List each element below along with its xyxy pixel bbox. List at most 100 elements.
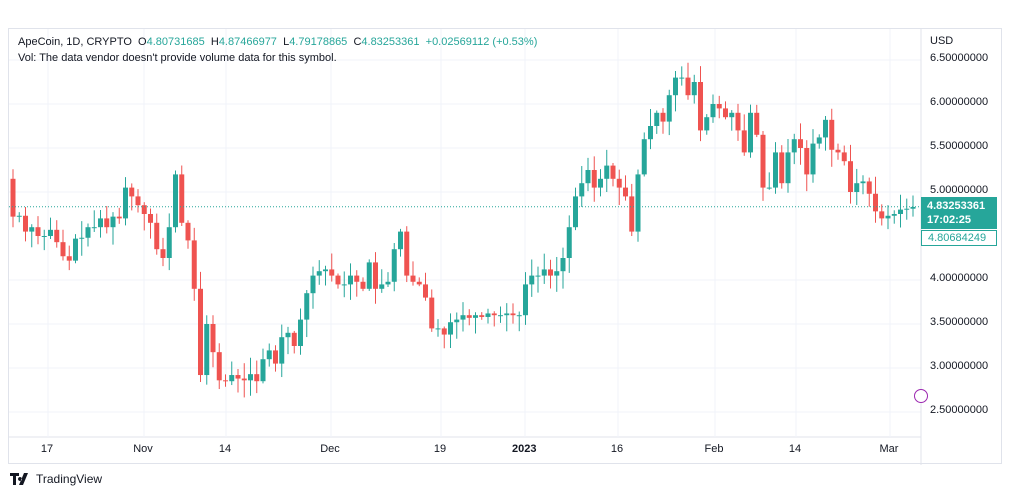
tradingview-logo-icon (10, 473, 28, 485)
candle-up (729, 112, 735, 118)
candle-down (235, 375, 241, 379)
candle-down (735, 112, 741, 131)
price-tick-label: 2.50000000 (930, 404, 989, 416)
candle-up (529, 275, 535, 285)
candle-up (285, 332, 291, 338)
candle-down (273, 350, 278, 364)
candle-down (723, 108, 728, 118)
candle-up (341, 284, 347, 286)
candle-up (85, 227, 91, 238)
price-tick-label: 3.00000000 (930, 360, 989, 372)
candle-up (523, 284, 528, 316)
candle-down (404, 231, 410, 276)
candle-up (16, 215, 22, 217)
candlestick-plot[interactable] (9, 29, 1003, 465)
candle-down (191, 240, 197, 289)
candle-down (179, 174, 185, 223)
time-tick-label: Nov (133, 443, 153, 455)
candle-down (129, 187, 135, 197)
candle-up (604, 165, 610, 179)
candle-down (741, 130, 747, 153)
candle-up (598, 178, 603, 188)
candle-up (710, 104, 716, 118)
candle-up (648, 126, 653, 140)
candle-down (10, 178, 16, 217)
candle-up (704, 117, 710, 131)
change-value: +0.02569112 (+0.53%) (425, 36, 538, 48)
secondary-price-tag: 4.80684249 (921, 230, 997, 246)
candle-down (866, 181, 872, 194)
candle-down (66, 256, 72, 261)
tradingview-footer[interactable]: TradingView (10, 472, 102, 486)
event-marker-icon[interactable] (914, 389, 928, 403)
candle-up (773, 152, 778, 188)
candle-up (554, 271, 560, 276)
candle-up (635, 174, 641, 232)
time-tick-label: 14 (788, 443, 802, 455)
currency-label: USD (930, 35, 954, 47)
candle-up (854, 183, 860, 192)
chart-frame[interactable] (8, 28, 1003, 465)
candle-up (298, 319, 303, 346)
high-value: 4.87466977 (218, 36, 277, 48)
candle-up (666, 95, 672, 122)
candle-down (616, 178, 622, 188)
candle-up (816, 137, 822, 144)
time-tick-label: 2023 (512, 443, 537, 455)
price-tick-label: 5.00000000 (930, 184, 989, 196)
candle-up (316, 271, 322, 276)
candle-up (748, 112, 753, 153)
candle-up (516, 315, 522, 317)
candle-down (698, 82, 703, 131)
candle-down (798, 139, 803, 148)
candle-up (166, 227, 172, 258)
bar-countdown: 17:02:25 (927, 214, 972, 226)
candle-down (760, 134, 766, 188)
candle-down (360, 281, 366, 289)
candle-down (23, 215, 28, 232)
candle-up (248, 374, 253, 381)
candle-down (716, 104, 722, 109)
price-tick-label: 3.50000000 (930, 316, 989, 328)
candle-down (329, 269, 335, 276)
candle-down (160, 249, 166, 258)
candle-up (641, 139, 647, 175)
candle-down (629, 196, 635, 232)
candle-up (473, 315, 478, 318)
candle-up (379, 284, 385, 289)
candle-up (41, 236, 47, 237)
candle-up (679, 77, 685, 79)
candle-down (116, 216, 122, 219)
close-label: C (353, 36, 362, 48)
time-tick-label: 16 (610, 443, 624, 455)
candle-down (198, 288, 203, 376)
candle-down (623, 187, 628, 197)
candle-down (141, 205, 147, 214)
candle-down (210, 324, 216, 353)
candle-up (910, 206, 916, 209)
candle-down (610, 165, 616, 179)
candle-up (391, 249, 397, 282)
candle-down (223, 380, 228, 382)
candle-down (354, 275, 360, 282)
candle-up (279, 337, 285, 364)
candle-up (448, 322, 453, 335)
candle-down (841, 152, 847, 162)
price-tick-label: 6.50000000 (930, 52, 989, 64)
candle-up (791, 139, 797, 153)
candle-down (441, 328, 447, 335)
candle-up (541, 269, 547, 276)
open-label: O (138, 36, 147, 48)
candle-down (416, 281, 422, 285)
candle-down (879, 211, 885, 219)
open-value: 4.80731685 (146, 36, 205, 48)
candle-down (373, 262, 378, 289)
candle-up (579, 183, 585, 197)
candle-up (48, 229, 53, 236)
candle-down (423, 284, 428, 298)
candle-down (479, 315, 485, 317)
candle-down (135, 196, 141, 206)
candle-down (848, 161, 853, 192)
candle-up (823, 119, 828, 138)
high-label: H (210, 36, 219, 48)
